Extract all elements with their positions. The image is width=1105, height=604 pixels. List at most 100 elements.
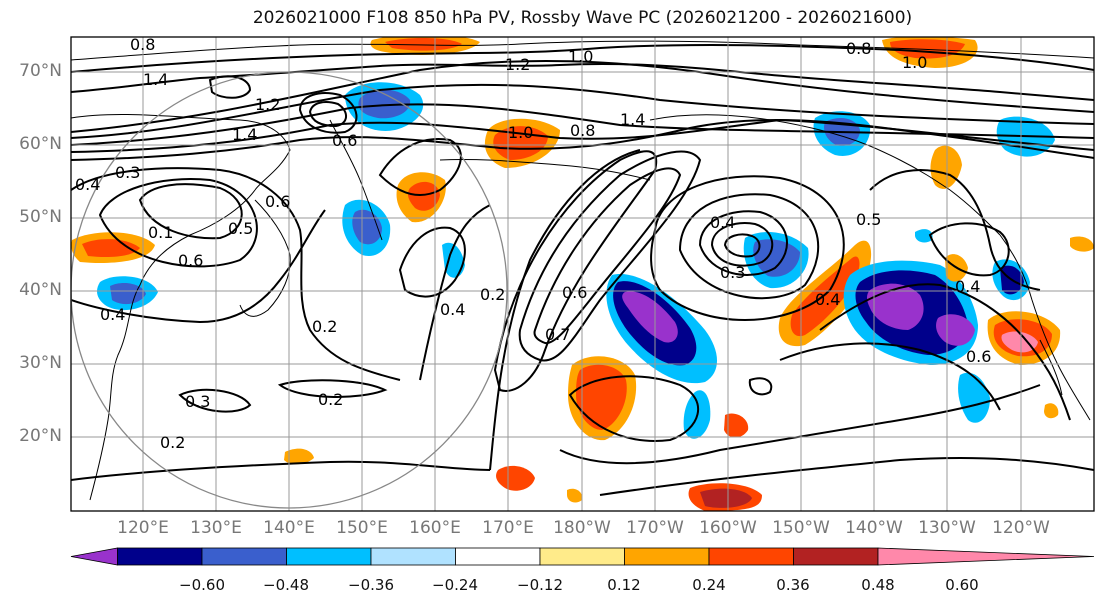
contour-label: 0.3 [115, 163, 140, 182]
colorbar-segment [539, 547, 625, 566]
contour-line [928, 222, 1010, 277]
contour-label: 0.4 [815, 290, 840, 309]
contour-label: 0.4 [440, 300, 465, 319]
anomaly-patch [867, 283, 924, 330]
contour-label: 1.2 [505, 55, 530, 74]
colorbar-tick-label: 0.36 [776, 576, 810, 594]
contour-line [599, 457, 1094, 496]
colorbar-segment [708, 547, 794, 566]
anomaly-patch [407, 181, 440, 211]
contour-label: 1.0 [568, 47, 593, 66]
contour-line [723, 233, 761, 258]
colorbar-segment [877, 547, 1095, 566]
coastline-baja [1039, 339, 1063, 396]
colorbar-tick-label: 0.24 [692, 576, 726, 594]
lon-label: 140°E [263, 518, 315, 538]
contour-line [698, 210, 788, 276]
lon-label: 130°E [190, 518, 242, 538]
coastline-aleutians [439, 158, 651, 181]
contour-label: 0.1 [148, 223, 173, 242]
colorbar-tick-label: −0.48 [263, 576, 309, 594]
contour-label: 0.5 [228, 219, 253, 238]
colorbar-tick-label: 0.48 [861, 576, 895, 594]
contour-label: 0.4 [100, 305, 125, 324]
lat-label: 20°N [19, 426, 62, 446]
coastline-kamchatka [329, 119, 383, 241]
map-title: 2026021000 F108 850 hPa PV, Rossby Wave … [252, 8, 913, 28]
contour-label: 0.6 [562, 283, 587, 302]
contour-line [533, 167, 682, 345]
colorbar-tick-label: −0.12 [517, 576, 563, 594]
lon-label: 160°E [409, 518, 461, 538]
colorbar-tick-label: 0.12 [607, 576, 641, 594]
contour-line [71, 460, 491, 481]
contour-label: 1.2 [255, 95, 280, 114]
contour-line [71, 83, 1094, 139]
lon-label: 140°W [845, 518, 903, 538]
contour-line [869, 169, 1041, 291]
colorbar-segment [370, 547, 456, 566]
contour-line [298, 92, 358, 134]
contour-label: 0.7 [545, 325, 570, 344]
contour-line [559, 384, 1041, 465]
contour-label: 0.2 [160, 433, 185, 452]
lon-label: 170°W [626, 518, 684, 538]
anomaly-patch [724, 413, 749, 438]
lon-label: 160°W [699, 518, 757, 538]
map-frame [70, 36, 1095, 512]
contour-label: 0.3 [185, 392, 210, 411]
lat-label: 40°N [19, 280, 62, 300]
contour-label: 0.3 [720, 263, 745, 282]
anomaly-patch [700, 488, 752, 508]
anomaly-patch [1044, 403, 1059, 419]
colorbar-tick-label: −0.36 [348, 576, 394, 594]
contour-line [308, 101, 347, 128]
colorbar-segment [793, 547, 879, 566]
anomaly-patch [567, 488, 583, 503]
contour-line [710, 222, 774, 267]
colorbar-tick-label: −0.60 [179, 576, 225, 594]
contour-line [650, 175, 845, 321]
lat-label: 50°N [19, 207, 62, 227]
anomaly-patch [496, 465, 535, 491]
contour-line [71, 209, 326, 324]
lat-label: 70°N [19, 61, 62, 81]
contour-label: 0.8 [570, 121, 595, 140]
colorbar-tick-label: −0.24 [432, 576, 478, 594]
contour-label: 0.6 [332, 131, 357, 150]
lon-label: 120°W [992, 518, 1050, 538]
anomaly-patch [1070, 236, 1094, 252]
contour-line [71, 167, 401, 381]
colorbar-segment [455, 547, 541, 566]
lon-label: 130°W [918, 518, 976, 538]
anomaly-patch [576, 364, 627, 430]
contour-line [748, 377, 773, 396]
contour-label: 0.8 [846, 39, 871, 58]
range-circle [71, 71, 508, 509]
lon-label: 150°W [772, 518, 830, 538]
lat-label: 30°N [19, 353, 62, 373]
coastline-alaska [649, 114, 1001, 236]
anomaly-patch [790, 256, 860, 337]
contour-label: 1.0 [508, 123, 533, 142]
contour-line [138, 183, 243, 240]
contour-labels: 0.8 1.2 1.0 0.8 1.0 1.4 1.2 1.4 0.6 1.0 … [75, 37, 991, 452]
lon-label: 120°E [117, 518, 169, 538]
contour-label: 0.2 [318, 390, 343, 409]
contour-line [178, 388, 252, 413]
contour-label: 0.4 [710, 213, 735, 232]
anomaly-patch [622, 291, 678, 343]
contour-line [71, 59, 1094, 133]
contour-line [208, 75, 252, 99]
contour-label: 1.4 [232, 125, 257, 144]
anomaly-patch [110, 282, 146, 305]
contour-label: 0.6 [178, 251, 203, 270]
anomaly-patch [358, 89, 411, 119]
anomaly-patch [1001, 331, 1038, 353]
anomaly-patch [753, 239, 800, 277]
contour-line [378, 138, 462, 196]
anomaly-patch [385, 38, 462, 51]
colorbar-segment [117, 547, 203, 566]
contour-label: 0.2 [480, 285, 505, 304]
